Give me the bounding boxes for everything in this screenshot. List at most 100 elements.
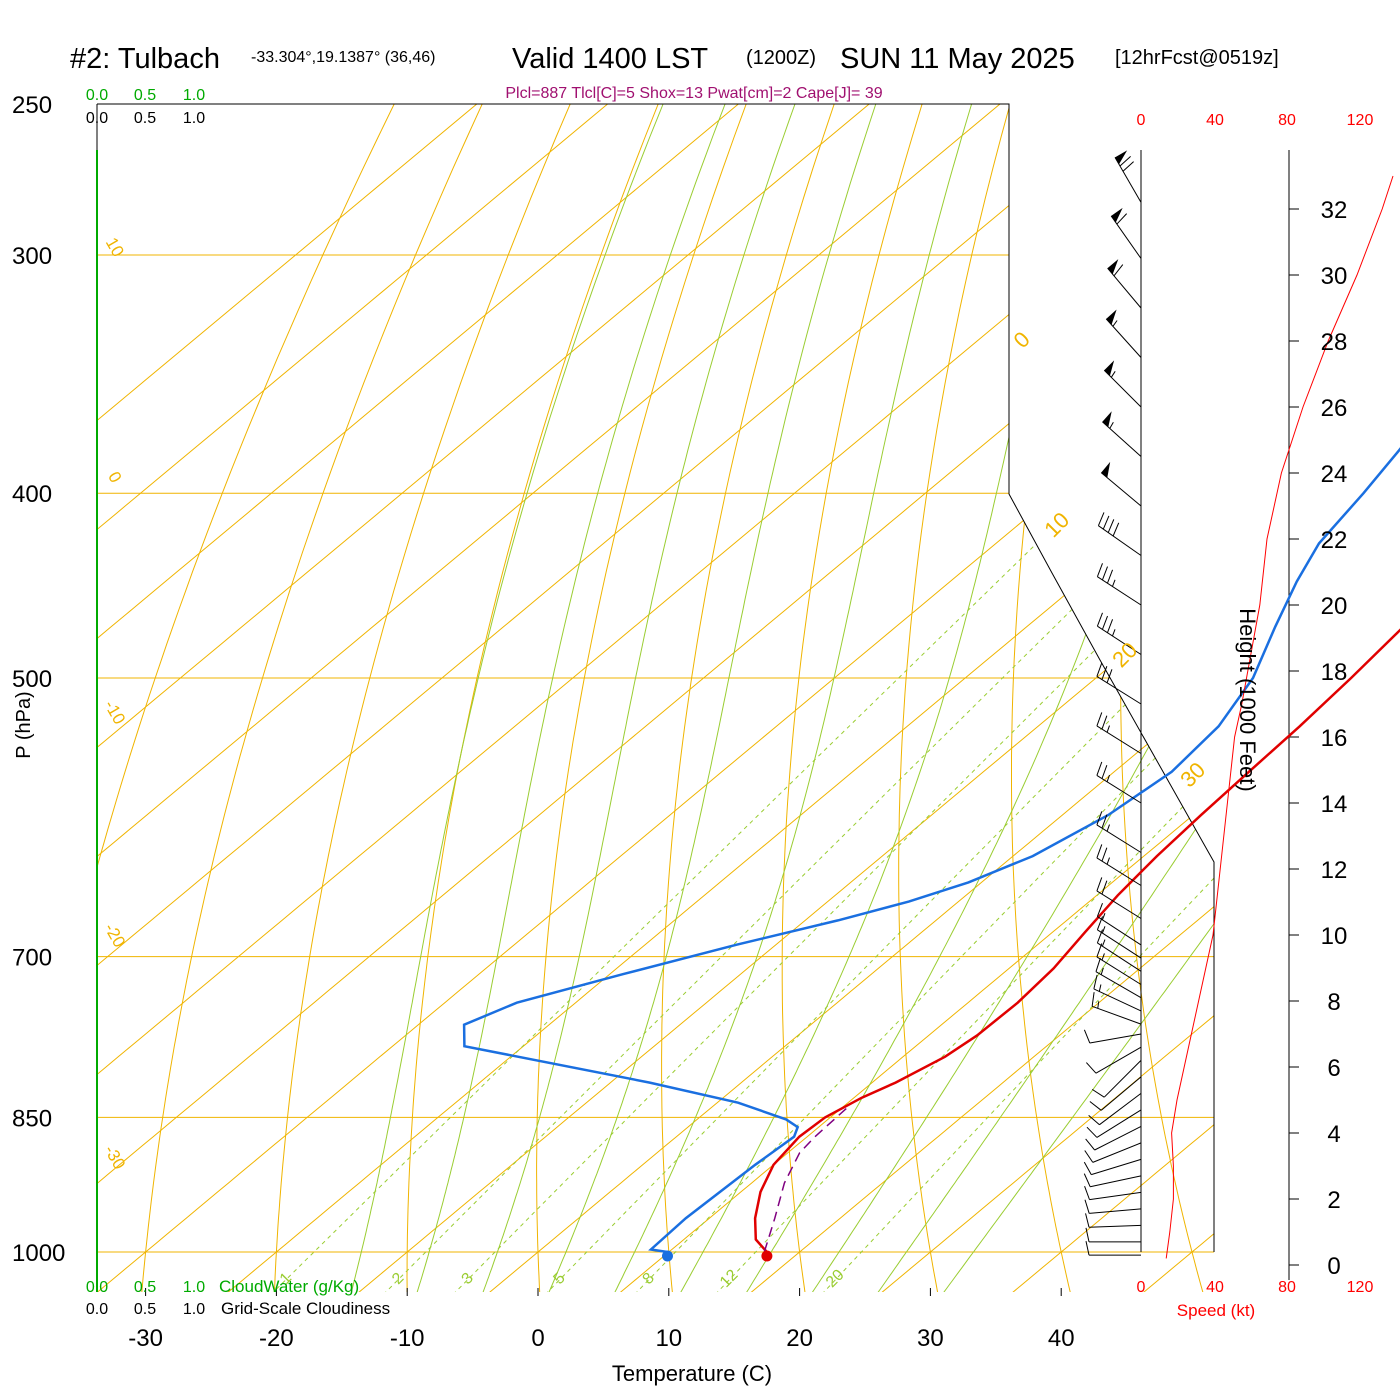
speed-tick-label: 80 <box>1278 112 1296 129</box>
wind-barb-feather <box>1084 1199 1090 1214</box>
mixing-ratio-line <box>539 492 1214 1292</box>
x-tick-label: 30 <box>917 1325 944 1352</box>
wind-barb-feather <box>1101 880 1108 895</box>
forecast-label: [12hrFcst@0519z] <box>1115 47 1279 69</box>
wind-barb <box>1086 1109 1142 1138</box>
wind-barb <box>1110 207 1142 259</box>
height-tick-label: 4 <box>1327 1121 1340 1148</box>
wind-barb <box>1097 512 1142 556</box>
mixing-ratio-label: 8 <box>640 1270 658 1288</box>
pressure-tick-label: 500 <box>12 666 52 693</box>
wind-barb-staff <box>1096 1109 1142 1138</box>
dry-adiabat-line <box>97 104 412 1292</box>
wind-barb <box>1095 957 1142 999</box>
speed-tick-label: 120 <box>1347 112 1374 129</box>
stability-params: Plcl=887 Tlcl[C]=5 Shox=13 Pwat[cm]=2 Ca… <box>505 85 882 102</box>
x-tick-label: -20 <box>259 1325 294 1352</box>
wind-barb-half-feather <box>1101 939 1106 947</box>
speed-tick-label: 40 <box>1206 1279 1224 1296</box>
wind-barb <box>1083 1173 1142 1188</box>
wind-barb-feather <box>1107 519 1115 533</box>
surface-temperature-marker <box>761 1250 773 1262</box>
cloud-water-label: CloudWater (g/Kg) <box>219 1277 359 1296</box>
wind-barb-flag <box>1104 360 1115 376</box>
wind-barb-feather <box>1088 1114 1100 1126</box>
mixing-ratio-line <box>447 492 1214 1292</box>
wind-barb-feather <box>1083 1161 1092 1175</box>
isotherm-line <box>97 104 649 1292</box>
wind-barb-feather <box>1089 1101 1102 1111</box>
wind-barb-feather <box>1096 916 1103 930</box>
wind-barb-staff <box>1095 1046 1142 1074</box>
wind-barb <box>1085 1213 1142 1228</box>
wind-barb-feather <box>1113 264 1124 277</box>
wind-barb <box>1096 761 1142 804</box>
station-coords: -33.304°,19.1387° (36,46) <box>251 49 435 66</box>
mixing-ratio-label: 2 <box>389 1270 407 1288</box>
wind-barb-feather <box>1085 1062 1097 1074</box>
moist-adiabat-line <box>937 104 1214 1292</box>
wind-barb-feather <box>1096 563 1103 577</box>
mixing-ratio-line <box>709 492 1214 1292</box>
moist-adiabat-line <box>414 104 739 1292</box>
wind-barb-feather <box>1102 515 1110 530</box>
cloud-water-tick-label: 0.5 <box>134 1279 156 1296</box>
station-title: #2: Tulbach <box>70 43 220 75</box>
wind-barb-half-feather <box>1106 857 1110 865</box>
wind-barb-staff <box>1095 971 1142 999</box>
dry-adiabat-line <box>273 104 586 1292</box>
wind-barb-staff <box>1099 1093 1142 1126</box>
wind-barb-feather <box>1106 669 1113 683</box>
isotherm-line <box>97 104 1172 1292</box>
wind-barb-feather <box>1101 847 1108 862</box>
isotherm-line <box>97 104 780 1292</box>
dewpoint-line <box>462 447 1400 1254</box>
wind-barb-feather <box>1122 161 1134 172</box>
wind-barb-staff <box>1089 1033 1142 1044</box>
cloud-water-tick-label: 0.0 <box>86 87 108 104</box>
wind-barb-flag <box>1115 150 1128 165</box>
pressure-tick-label: 300 <box>12 243 52 270</box>
wind-barb-feather <box>1101 615 1108 630</box>
wind-barb-feather <box>1096 761 1103 776</box>
wind-barb-feather <box>1096 712 1103 727</box>
cloudiness-tick-label: 0.5 <box>134 110 156 127</box>
wind-barb-feather <box>1096 903 1103 917</box>
x-tick-label: 0 <box>531 1325 544 1352</box>
wind-barb-feather <box>1101 764 1108 779</box>
x-tick-label: -10 <box>390 1325 425 1352</box>
wind-barb-feather <box>1086 1126 1098 1138</box>
isotherm-line <box>227 104 1214 1292</box>
cloud-water-tick-label: 1.0 <box>183 87 205 104</box>
isotherm-line <box>619 104 1214 1292</box>
wind-barb-feather <box>1106 619 1114 633</box>
wind-barb-feather <box>1101 715 1108 730</box>
wind-barb <box>1096 916 1142 959</box>
pressure-tick-label: 850 <box>12 1105 52 1132</box>
wind-barb <box>1085 1046 1142 1074</box>
speed-tick-label: 40 <box>1206 112 1224 129</box>
height-tick-label: 10 <box>1321 923 1348 950</box>
wind-barb-staff <box>1096 956 1142 985</box>
moist-adiabat-line <box>610 104 983 1292</box>
cloudiness-label: Grid-Scale Cloudiness <box>221 1299 390 1318</box>
wind-barb-staff <box>1096 725 1142 754</box>
wind-barb-staff <box>1098 525 1142 556</box>
speed-tick-label: 0 <box>1137 1279 1146 1296</box>
wind-barb <box>1088 1093 1142 1126</box>
mixing-ratio-line <box>264 492 1089 1292</box>
wind-barb-half-feather <box>1112 579 1116 587</box>
wind-barb-half-feather <box>1106 824 1110 832</box>
height-tick-label: 26 <box>1321 395 1348 422</box>
wind-barb <box>1096 563 1142 606</box>
isotherm-label: 10 <box>1039 507 1074 542</box>
wind-speed-line <box>1165 175 1394 1259</box>
isotherm-line <box>881 104 1214 1292</box>
isotherm-label: 20 <box>1107 637 1142 672</box>
height-tick-label: 22 <box>1321 527 1348 554</box>
height-tick-label: 0 <box>1327 1253 1340 1280</box>
wind-barb <box>1105 309 1142 358</box>
wind-barb-staff <box>1097 576 1142 606</box>
wind-barb-feather <box>1091 1088 1105 1098</box>
wind-barb-staff <box>1110 215 1142 259</box>
